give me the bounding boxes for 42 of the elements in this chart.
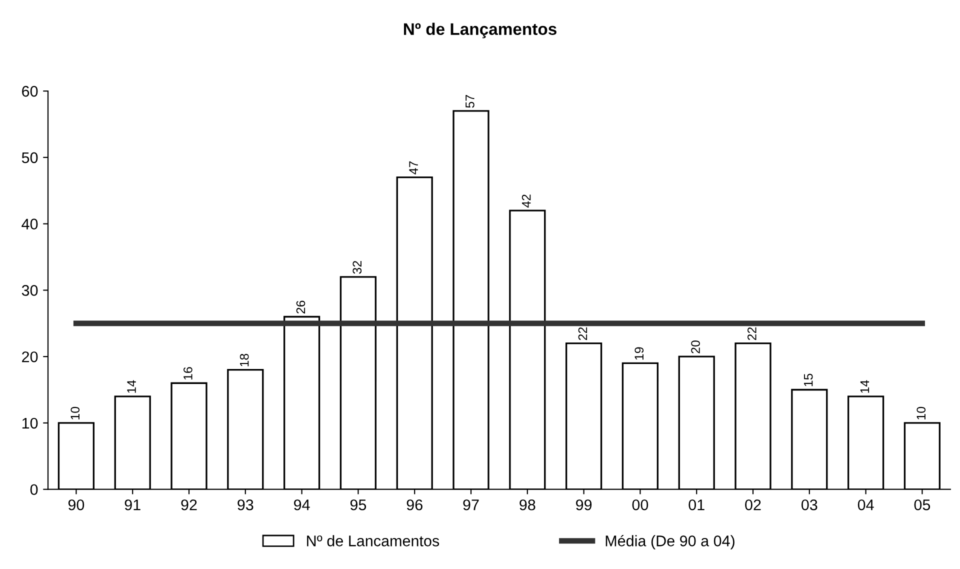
y-tick-label: 40	[22, 218, 38, 230]
x-tick-label: 98	[520, 499, 536, 510]
data-label: 16	[184, 367, 192, 380]
x-tick-label: 93	[238, 499, 254, 510]
data-label: 32	[352, 260, 362, 274]
x-tick-label: 01	[688, 499, 704, 510]
data-label: 47	[409, 161, 418, 174]
data-label: 20	[691, 340, 700, 354]
y-tick-label: 20	[22, 351, 38, 362]
x-tick-label: 05	[914, 499, 930, 510]
y-tick-label: 60	[22, 86, 38, 97]
data-label: 42	[522, 194, 531, 208]
x-tick-label: 94	[294, 499, 310, 510]
data-label: 14	[860, 380, 870, 393]
x-tick-label: 00	[632, 499, 648, 510]
y-tick-label: 30	[22, 285, 38, 296]
x-tick-label: 90	[68, 499, 84, 510]
data-label: 57	[466, 95, 474, 108]
x-tick-label: 95	[350, 499, 366, 510]
x-tick-label: 97	[463, 499, 479, 510]
x-tick-label: 99	[576, 499, 592, 510]
data-label: 26	[296, 300, 306, 314]
y-tick-label: 10	[22, 418, 38, 429]
legend-label: Média (De 90 a 04)	[606, 534, 734, 550]
x-tick-label: 92	[181, 499, 197, 510]
x-tick-label: 91	[124, 499, 140, 510]
data-label: 19	[634, 347, 644, 360]
chart-title: Nº de Lançamentos	[404, 22, 556, 38]
x-tick-label: 04	[858, 499, 874, 510]
x-tick-label: 03	[802, 499, 818, 510]
data-label: 15	[804, 374, 813, 386]
data-label: 10	[70, 406, 80, 420]
y-tick-label: 50	[22, 152, 38, 164]
data-label: 22	[748, 327, 756, 340]
data-label: 10	[916, 406, 926, 420]
x-tick-label: 96	[406, 499, 422, 510]
legend-label: Nº de Lancamentos	[307, 535, 440, 546]
x-tick-label: 02	[745, 499, 761, 510]
y-tick-label: 0	[30, 484, 38, 496]
data-label: 18	[240, 354, 249, 366]
data-label: 22	[578, 327, 588, 340]
data-label: 14	[127, 380, 136, 393]
